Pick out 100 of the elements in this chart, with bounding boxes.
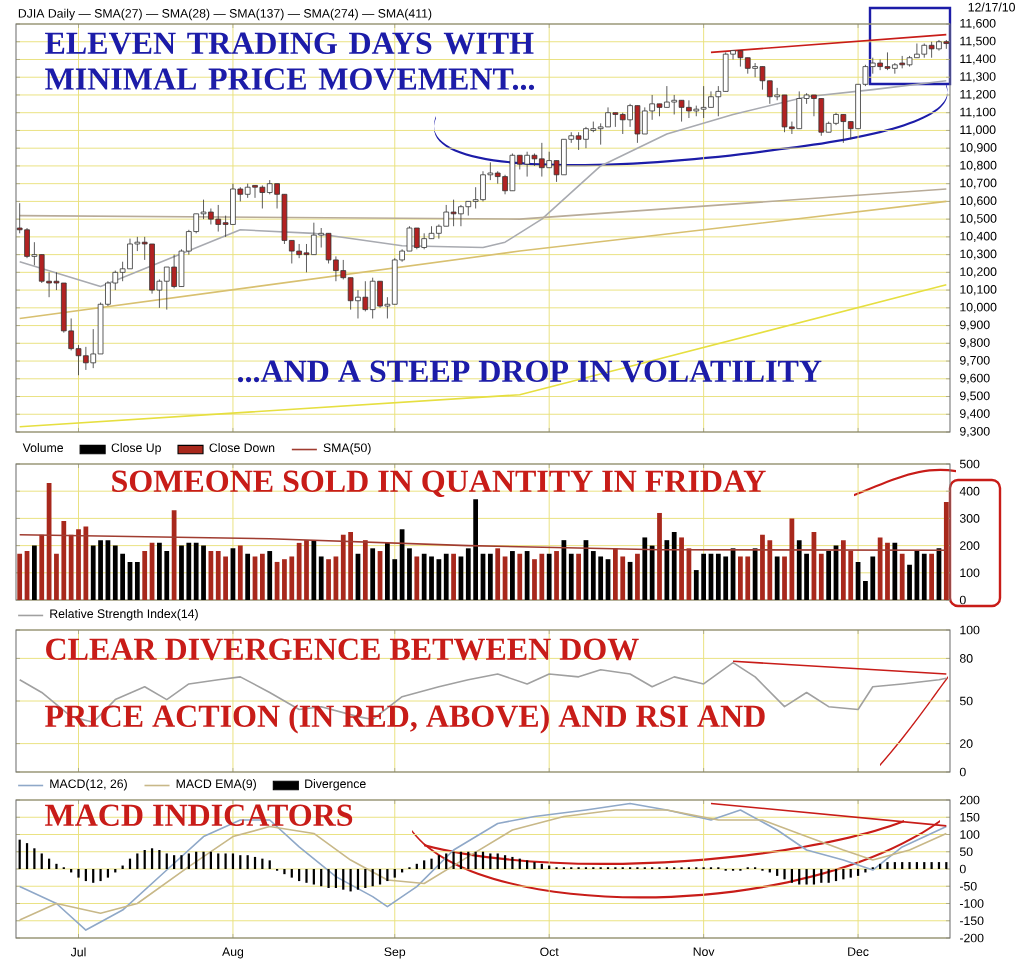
bar: [76, 529, 81, 600]
bar: [517, 553, 523, 600]
annotation: SOMEONE SOLD IN QUANTITY IN FRIDAY: [112, 470, 766, 497]
bar: [17, 553, 23, 600]
bar: [929, 553, 934, 600]
bar: [657, 512, 662, 600]
bar: [487, 553, 493, 600]
bar: [90, 545, 96, 600]
bar: [715, 553, 721, 600]
bar: [304, 540, 309, 600]
candlestick: [24, 227, 30, 259]
bar: [186, 542, 192, 600]
bar: [370, 548, 376, 600]
candlestick: [759, 66, 766, 91]
candlestick: [230, 183, 236, 225]
candlestick: [914, 43, 920, 59]
bar: [237, 545, 243, 600]
bar: [885, 542, 890, 600]
candlestick: [796, 91, 803, 130]
candlestick: [700, 85, 707, 119]
candlestick: [612, 112, 619, 128]
candlestick: [928, 41, 935, 59]
candlestick: [575, 131, 582, 151]
bar: [120, 553, 126, 600]
bar: [385, 542, 390, 600]
bar: [671, 532, 677, 600]
candlestick: [362, 280, 369, 312]
bar: [473, 499, 479, 600]
bar: [296, 542, 302, 600]
bar: [789, 518, 795, 600]
candlestick: [678, 99, 685, 122]
bar: [723, 556, 729, 600]
candlestick: [840, 114, 847, 144]
bar: [429, 556, 434, 600]
candlestick: [539, 142, 545, 177]
bar: [598, 556, 604, 600]
candlestick: [208, 208, 214, 225]
candlestick: [215, 204, 222, 232]
bar: [282, 559, 287, 600]
candlestick: [171, 254, 177, 289]
annotation: PRICE ACTION (IN RED, ABOVE) AND RSI AND: [45, 704, 765, 734]
bar: [612, 548, 618, 600]
bar: [510, 551, 515, 600]
bar: [760, 534, 765, 600]
bar: [443, 553, 449, 600]
candlestick: [781, 94, 788, 133]
bar: [576, 553, 581, 600]
bar: [215, 551, 221, 600]
bar: [179, 545, 184, 600]
candlestick: [627, 103, 633, 128]
candlestick: [377, 280, 383, 309]
bar: [98, 540, 103, 600]
bar: [112, 545, 118, 600]
bar: [826, 551, 832, 600]
bar: [142, 551, 148, 600]
bar: [495, 548, 501, 600]
bar: [362, 540, 368, 600]
bar: [31, 545, 37, 600]
bar: [414, 556, 420, 600]
bar: [421, 553, 427, 600]
bar: [164, 551, 170, 600]
bar: [679, 537, 684, 600]
bar: [134, 561, 140, 600]
candlestick: [509, 153, 516, 192]
bar: [642, 537, 648, 600]
candlestick: [686, 99, 692, 119]
bar: [774, 556, 780, 600]
candlestick: [752, 62, 758, 78]
bar: [539, 553, 545, 600]
bar: [223, 556, 228, 600]
line-series: [18, 283, 948, 428]
bar: [745, 556, 751, 600]
bar: [892, 542, 898, 600]
bar: [738, 556, 743, 600]
bar: [767, 540, 773, 600]
candlestick: [149, 243, 155, 295]
bar: [532, 559, 537, 600]
candlestick: [664, 85, 670, 108]
candlestick: [413, 227, 420, 250]
bar: [61, 521, 67, 600]
candlestick: [127, 238, 133, 270]
bar: [524, 551, 530, 600]
bar: [701, 553, 707, 600]
candlestick: [877, 59, 883, 71]
bar: [664, 540, 670, 600]
bar: [436, 559, 442, 600]
candlestick: [252, 185, 258, 199]
line-series: [18, 200, 948, 320]
bar: [554, 551, 559, 600]
bar: [259, 553, 265, 600]
bar: [193, 542, 199, 600]
bar: [870, 556, 876, 600]
bar: [620, 556, 626, 600]
candlestick: [884, 51, 891, 71]
candlestick: [391, 257, 398, 305]
bar: [348, 532, 353, 600]
candlestick: [163, 266, 170, 310]
candlestick: [458, 204, 464, 227]
candlestick: [561, 138, 567, 176]
bar: [340, 534, 346, 600]
